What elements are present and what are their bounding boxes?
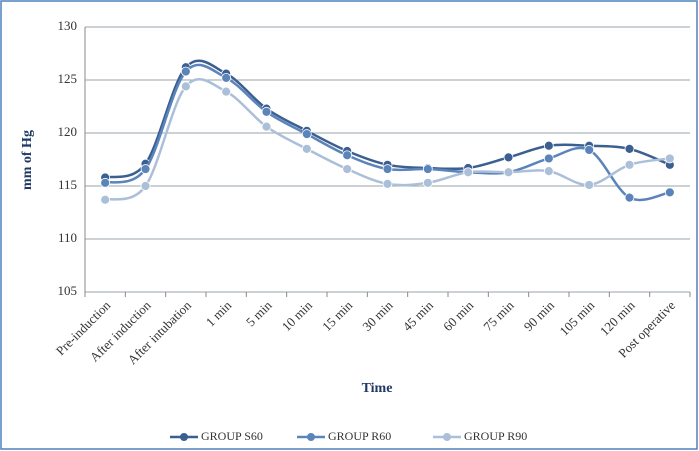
data-point xyxy=(342,150,353,161)
legend-label: GROUP R90 xyxy=(464,429,527,443)
data-point xyxy=(221,72,232,83)
y-tick-label: 130 xyxy=(58,18,78,33)
data-point xyxy=(543,166,554,177)
data-point xyxy=(261,106,272,117)
data-point xyxy=(624,159,635,170)
data-point xyxy=(301,143,312,154)
data-point xyxy=(422,177,433,188)
data-point xyxy=(503,152,514,163)
legend-marker xyxy=(180,433,188,441)
data-point xyxy=(584,145,595,155)
data-point xyxy=(180,81,191,92)
y-tick-label: 110 xyxy=(58,230,77,245)
y-tick-label: 125 xyxy=(58,71,78,86)
data-point xyxy=(382,178,393,189)
y-tick-label: 120 xyxy=(58,124,78,139)
data-point xyxy=(140,164,151,174)
legend-label: GROUP S60 xyxy=(201,429,263,443)
x-axis-title: Time xyxy=(362,381,393,396)
data-point xyxy=(100,194,111,205)
data-point xyxy=(624,143,635,154)
y-tick-label: 115 xyxy=(58,177,77,192)
data-point xyxy=(664,153,675,164)
data-point xyxy=(261,121,272,132)
legend-marker xyxy=(307,433,315,441)
data-point xyxy=(100,177,111,188)
data-point xyxy=(664,187,675,198)
legend-marker xyxy=(443,433,451,441)
data-point xyxy=(503,167,514,178)
data-point xyxy=(543,140,554,151)
data-point xyxy=(463,167,474,178)
data-point xyxy=(342,164,353,174)
data-point xyxy=(584,180,595,190)
data-point xyxy=(180,66,191,77)
data-point xyxy=(140,181,151,191)
data-point xyxy=(382,164,393,174)
data-point xyxy=(301,129,312,139)
y-tick-label: 105 xyxy=(58,283,78,298)
data-point xyxy=(422,164,433,174)
data-point xyxy=(624,192,635,203)
data-point xyxy=(221,86,232,97)
y-axis-title: mm of Hg xyxy=(20,130,35,190)
legend-label: GROUP R60 xyxy=(328,429,391,443)
data-point xyxy=(543,153,554,164)
